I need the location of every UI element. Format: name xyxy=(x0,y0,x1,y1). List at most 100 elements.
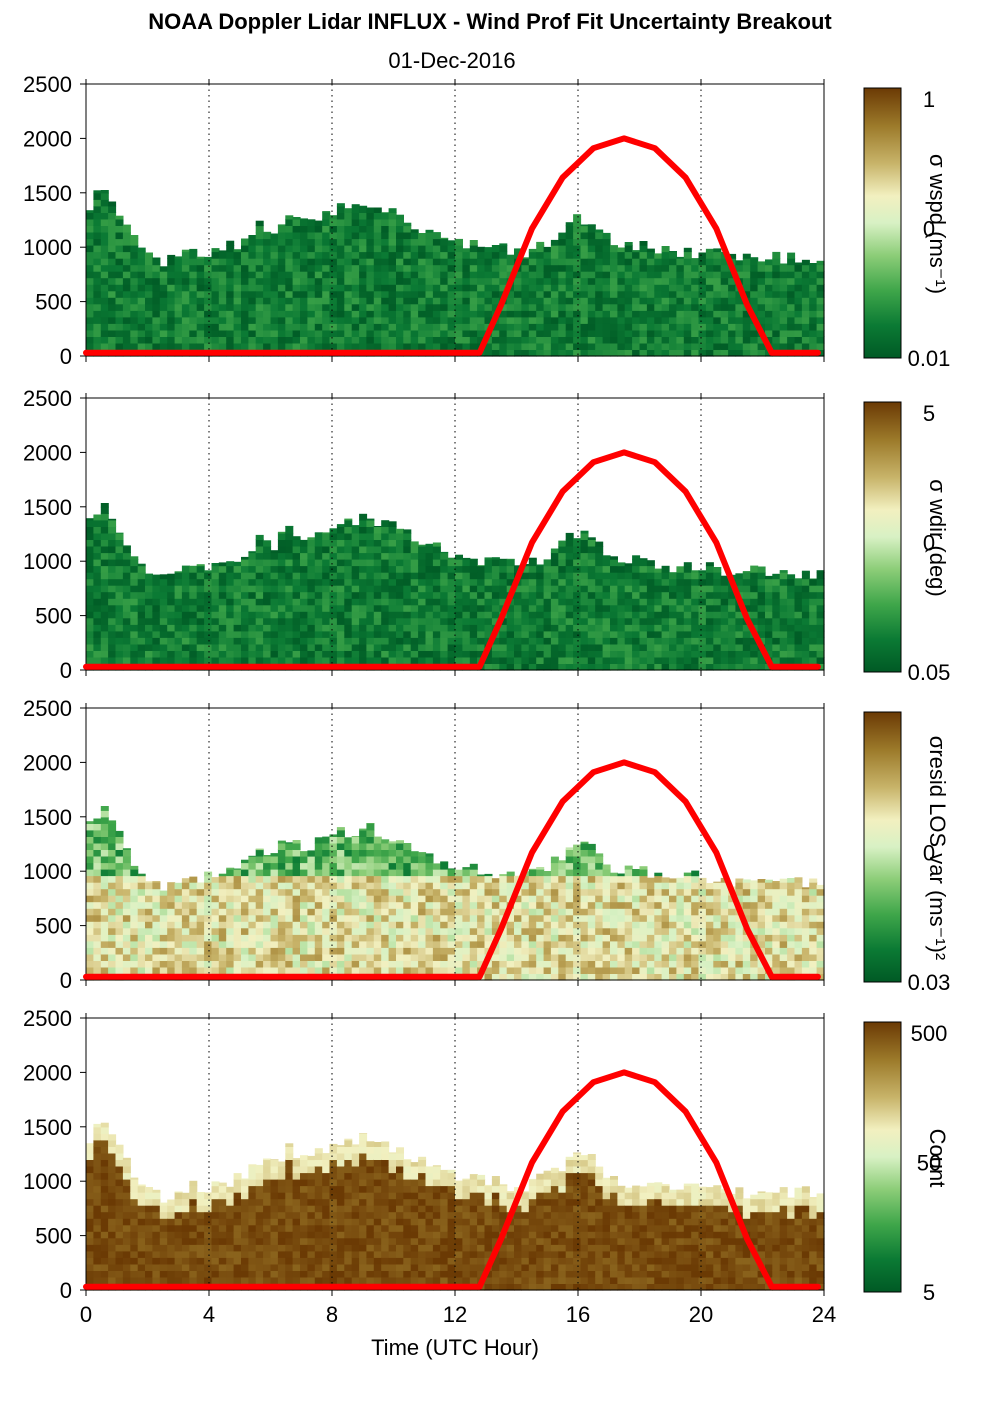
heatmap-cell xyxy=(543,617,552,625)
heatmap-cell xyxy=(152,624,161,632)
heatmap-cell xyxy=(787,624,796,632)
heatmap-cell xyxy=(263,630,272,638)
heatmap-cell xyxy=(152,297,161,305)
heatmap-cell xyxy=(359,297,368,305)
heatmap-cell xyxy=(204,303,213,311)
heatmap-cell xyxy=(691,290,700,298)
heatmap-cell xyxy=(292,960,301,968)
heatmap-cell xyxy=(130,329,139,337)
heatmap-cell xyxy=(669,329,677,337)
heatmap-cell xyxy=(462,329,471,337)
heatmap-cell xyxy=(263,947,272,955)
heatmap-cell xyxy=(145,342,153,350)
heatmap-cell xyxy=(314,284,323,292)
heatmap-cell xyxy=(484,895,493,903)
heatmap-cell xyxy=(573,643,582,651)
heatmap-cell xyxy=(344,888,353,896)
heatmap-cell xyxy=(521,591,530,599)
heatmap-cell xyxy=(410,578,419,586)
heatmap-cell xyxy=(418,908,427,916)
heatmap-cell xyxy=(115,921,124,929)
heatmap-cell xyxy=(661,591,670,599)
heatmap-cell xyxy=(336,953,345,961)
heatmap-cell xyxy=(329,578,338,586)
heatmap-cell xyxy=(322,290,331,298)
heatmap-cell xyxy=(285,934,294,942)
heatmap-cell xyxy=(742,349,751,357)
heatmap-cell xyxy=(528,888,537,896)
heatmap-cell xyxy=(122,316,131,324)
heatmap-cell xyxy=(285,559,294,567)
heatmap-cell xyxy=(307,927,316,935)
heatmap-cell xyxy=(676,650,685,658)
heatmap-cell xyxy=(543,585,552,593)
heatmap-cell xyxy=(174,888,183,896)
heatmap-cell xyxy=(359,232,368,240)
heatmap-cell xyxy=(661,264,670,272)
heatmap-cell xyxy=(181,316,190,324)
heatmap-cell xyxy=(639,297,648,305)
heatmap-cell xyxy=(801,323,810,331)
heatmap-cell xyxy=(683,637,692,645)
heatmap-cell xyxy=(211,342,220,350)
heatmap-cell xyxy=(174,624,183,632)
heatmap-cell xyxy=(713,264,722,272)
heatmap-cell xyxy=(366,836,375,844)
heatmap-cell xyxy=(270,862,279,870)
heatmap-cell xyxy=(336,284,345,292)
heatmap-cell xyxy=(573,251,582,259)
heatmap-cell xyxy=(801,656,810,664)
heatmap-cell xyxy=(550,617,559,625)
heatmap-cell xyxy=(174,611,183,619)
heatmap-cell xyxy=(145,940,153,948)
heatmap-cell xyxy=(506,329,515,337)
heatmap-cell xyxy=(632,663,641,671)
heatmap-cell xyxy=(93,526,102,534)
heatmap-cell xyxy=(292,849,301,857)
heatmap-cell xyxy=(292,245,301,253)
heatmap-cell xyxy=(86,277,94,285)
heatmap-cell xyxy=(100,539,109,547)
heatmap-cell xyxy=(241,637,249,645)
heatmap-cell xyxy=(573,598,582,606)
heatmap-cell xyxy=(137,611,146,619)
heatmap-cell xyxy=(285,258,294,266)
heatmap-cell xyxy=(580,643,589,651)
heatmap-cell xyxy=(728,650,737,658)
heatmap-cell xyxy=(226,947,235,955)
heatmap-cell xyxy=(455,297,463,305)
heatmap-cell xyxy=(152,921,161,929)
heatmap-cell xyxy=(469,630,478,638)
heatmap-cell xyxy=(403,624,412,632)
heatmap-cell xyxy=(108,532,117,540)
heatmap-cell xyxy=(381,927,390,935)
heatmap-cell xyxy=(698,650,707,658)
heatmap-cell xyxy=(388,617,397,625)
heatmap-cell xyxy=(181,882,190,890)
heatmap-cell xyxy=(366,869,375,877)
heatmap-cell xyxy=(403,342,412,350)
heatmap-cell xyxy=(528,349,537,357)
heatmap-cell xyxy=(388,888,397,896)
heatmap-cell xyxy=(152,914,161,922)
heatmap-cell xyxy=(336,643,345,651)
heatmap-cell xyxy=(528,637,537,645)
heatmap-cell xyxy=(595,604,604,612)
heatmap-cell xyxy=(654,643,663,651)
heatmap-cell xyxy=(248,235,257,240)
heatmap-cell xyxy=(204,934,213,942)
heatmap-cell xyxy=(336,585,345,593)
heatmap-cell xyxy=(536,650,545,658)
heatmap-cell xyxy=(388,546,397,554)
heatmap-cell xyxy=(610,297,618,305)
heatmap-cell xyxy=(277,572,286,580)
heatmap-cell xyxy=(610,585,618,593)
heatmap-cell xyxy=(410,303,419,311)
heatmap-cell xyxy=(255,908,264,916)
heatmap-cell xyxy=(115,598,124,606)
heatmap-cell xyxy=(801,604,810,612)
heatmap-cell xyxy=(432,630,441,638)
heatmap-cell xyxy=(159,966,168,974)
heatmap-cell xyxy=(100,532,109,540)
